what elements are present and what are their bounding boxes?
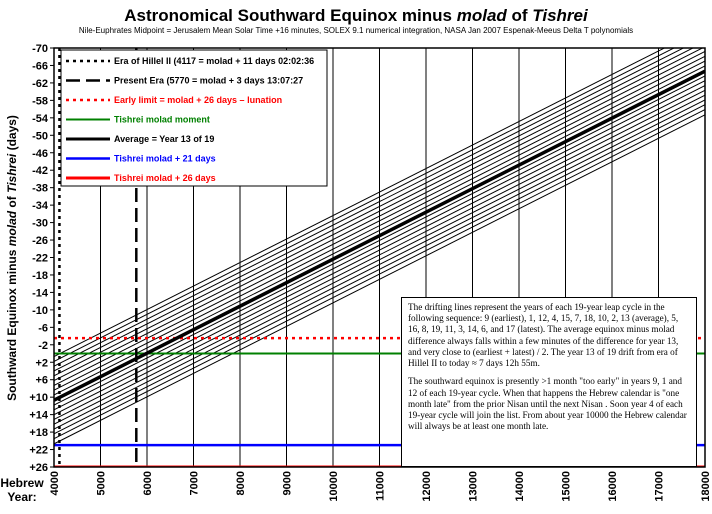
y-tick-label: -42 [32, 165, 48, 177]
y-tick-label: +2 [35, 357, 48, 369]
y-tick-label: +26 [29, 462, 48, 474]
x-tick-label: 13000 [468, 471, 480, 502]
x-tick-label: 8000 [235, 471, 247, 495]
y-tick-label: -54 [32, 113, 49, 125]
legend-label-5: Tishrei molad + 21 days [114, 154, 216, 164]
legend-label-1: Present Era (5770 = molad + 3 days 13:07… [114, 76, 303, 86]
y-tick-label: -6 [38, 322, 48, 334]
cycle-line-year-3 [54, 99, 705, 430]
cycle-line-year-11 [54, 94, 705, 425]
y-tick-label: -2 [38, 340, 48, 352]
series-line-4 [54, 69, 705, 402]
annotation-box: The drifting lines represent the years o… [401, 297, 697, 467]
x-tick-label: 10000 [328, 471, 340, 502]
y-tick-label: +18 [29, 427, 48, 439]
x-tick-label: 11000 [375, 471, 387, 501]
y-axis-label: Southward Equinox minus molad of Tishrei… [5, 115, 19, 401]
cycle-line-year-1 [54, 48, 676, 362]
y-tick-label: +14 [29, 410, 49, 422]
y-tick-label: -66 [32, 60, 48, 72]
chart-title: Astronomical Southward Equinox minus mol… [124, 6, 589, 25]
x-tick-label: 14000 [514, 471, 526, 502]
y-tick-label: -18 [32, 270, 48, 282]
x-axis-label-line1: Hebrew [0, 476, 44, 490]
legend-box [60, 49, 328, 187]
y-tick-label: +22 [29, 445, 48, 457]
y-tick-label: -26 [32, 235, 48, 247]
x-axis-label-line2: Year: [7, 490, 36, 504]
x-tick-label: 5000 [96, 471, 108, 495]
x-tick-label: 17000 [654, 471, 666, 502]
legend-label-0: Era of Hillel II (4117 = molad + 11 days… [114, 56, 314, 66]
cycle-line-year-6 [54, 109, 705, 440]
chart-subtitle: Nile-Euphrates Midpoint = Jerusalem Mean… [79, 26, 633, 35]
legend: Era of Hillel II (4117 = molad + 11 days… [60, 49, 328, 187]
x-tick-label: 7000 [189, 471, 201, 495]
annotation-paragraph-2: The southward equinox is presently >1 mo… [408, 376, 687, 432]
cycle-line-year-15 [54, 48, 704, 377]
y-tick-label: -34 [32, 200, 49, 212]
cycle-line-year-4 [54, 48, 695, 372]
annotation-paragraph-1: The drifting lines represent the years o… [408, 302, 679, 369]
y-tick-label: +6 [35, 375, 48, 387]
x-tick-label: 18000 [700, 471, 712, 502]
cycle-line-year-19 [54, 89, 705, 420]
y-tick-label: +10 [29, 392, 48, 404]
cycle-line-year-8 [54, 85, 705, 416]
y-tick-label: -50 [32, 130, 48, 142]
cycle-line-year-16 [54, 80, 705, 411]
y-ticks: -70 -66 -62 -58 -54 -50 -46 -42 -38 -34 -30 -26 -22 -… [29, 43, 54, 474]
cycle-line-year-7 [54, 51, 705, 382]
cycle-line-year-5 [54, 75, 705, 406]
x-tick-label: 6000 [142, 471, 154, 495]
y-tick-label: -46 [32, 148, 48, 160]
cycle-line-year-10 [54, 60, 705, 391]
x-tick-label: 15000 [561, 471, 573, 502]
y-tick-label: -10 [32, 305, 48, 317]
y-tick-label: -62 [32, 78, 48, 90]
legend-label-6: Tishrei molad + 26 days [114, 173, 216, 183]
legend-label-4: Average = Year 13 of 19 [114, 134, 214, 144]
y-tick-label: -70 [32, 43, 48, 55]
y-tick-label: -58 [32, 95, 48, 107]
y-tick-label: -14 [32, 287, 49, 299]
cycle-line-year-12 [54, 48, 685, 367]
cycle-line-year-18 [54, 55, 705, 386]
y-tick-label: -38 [32, 183, 48, 195]
x-ticks: 4000 5000 6000 7000 8000 9000 10000 11000 12000 1… [49, 471, 712, 502]
cycle-line-year-17 [54, 114, 705, 445]
cycle-lines [54, 48, 705, 445]
y-tick-label: -30 [32, 218, 48, 230]
cycle-line-year-14 [54, 104, 705, 435]
x-tick-label: 12000 [421, 471, 433, 502]
legend-label-2: Early limit = molad + 26 days – lunation [114, 95, 282, 105]
x-tick-label: 4000 [49, 471, 61, 495]
x-tick-label: 9000 [282, 471, 294, 495]
cycle-line-year-2 [54, 65, 705, 396]
legend-label-3: Tishrei molad moment [114, 115, 210, 125]
cycle-line-year-9 [54, 48, 666, 358]
y-tick-label: -22 [32, 253, 48, 265]
x-tick-label: 16000 [607, 471, 619, 502]
